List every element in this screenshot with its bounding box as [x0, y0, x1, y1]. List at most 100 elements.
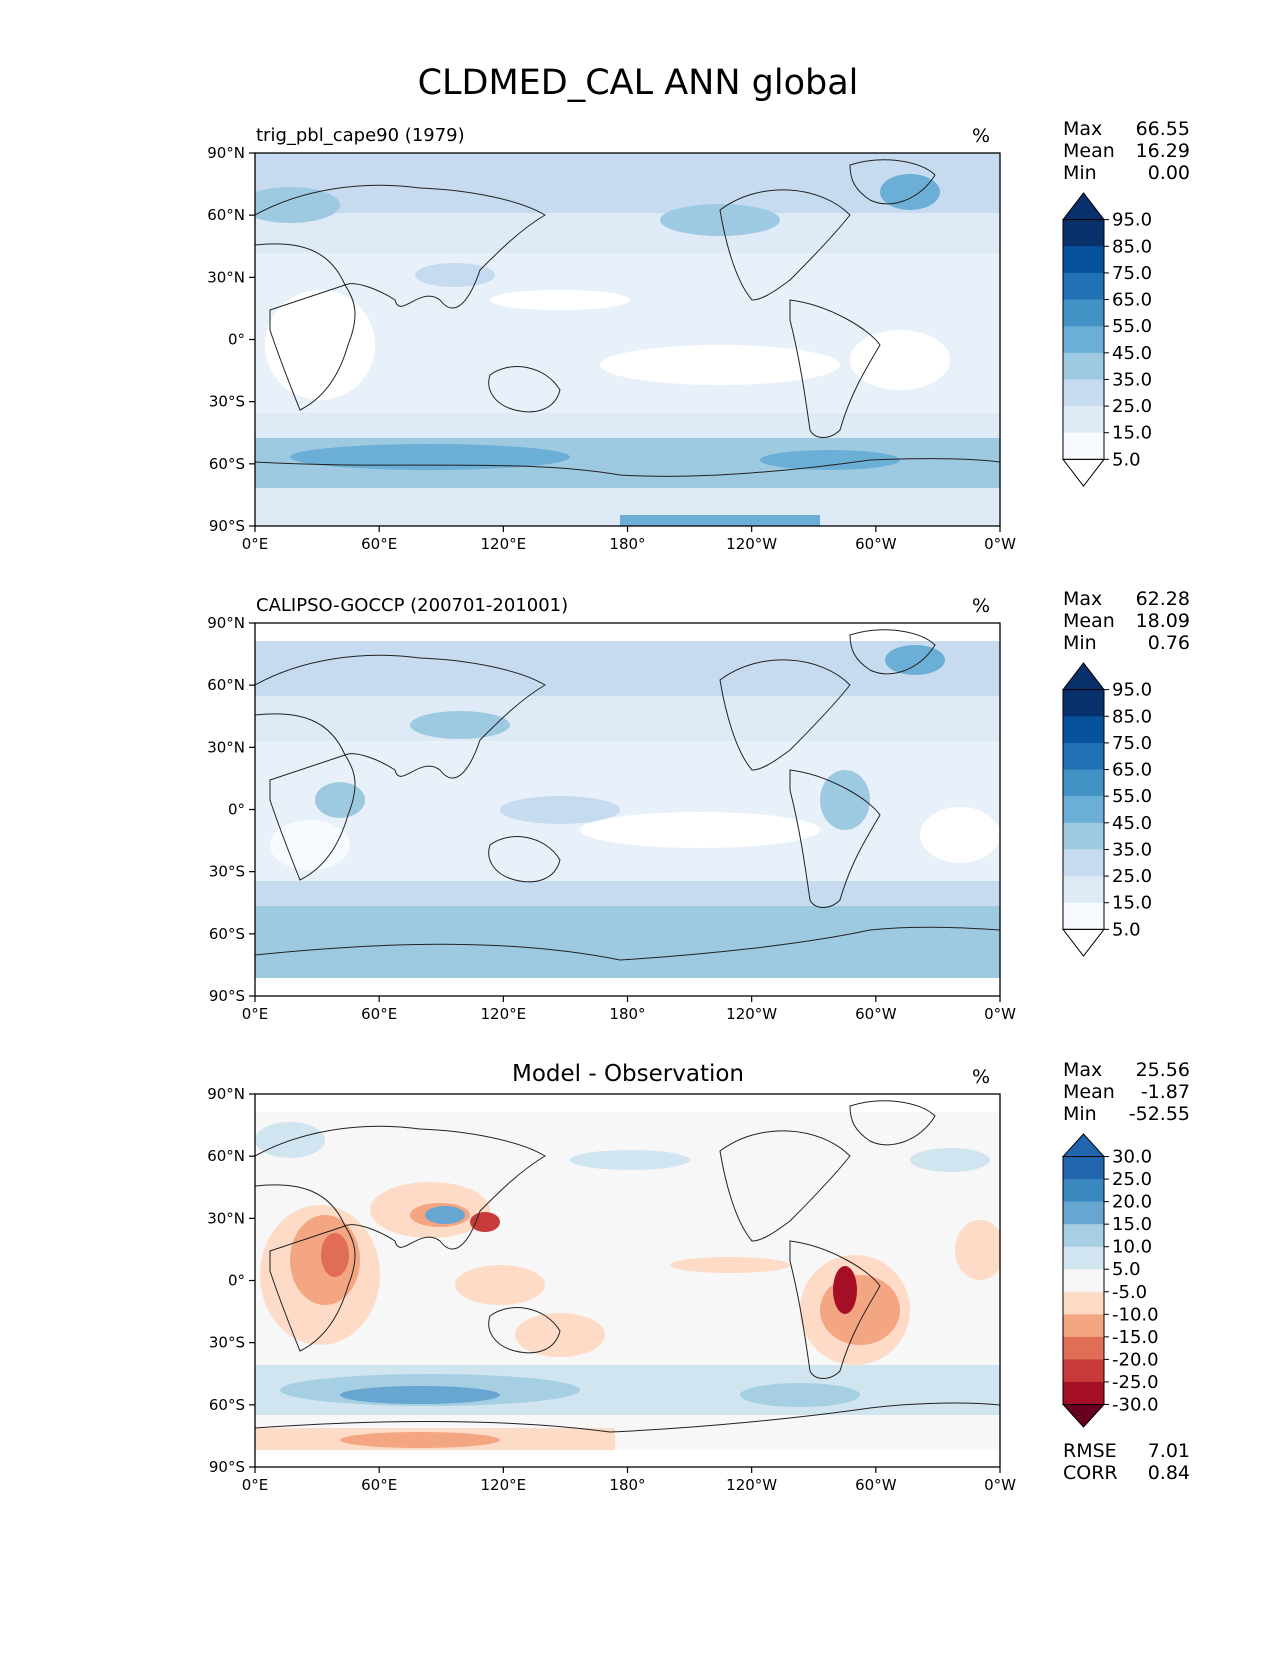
colorbar-band — [1063, 1336, 1104, 1360]
colorbar-outline — [1062, 219, 1105, 460]
x-tick-label: 60°W — [855, 1476, 897, 1494]
colorbar-extend-top — [1061, 1133, 1106, 1158]
x-tick-label: 120°W — [726, 1476, 777, 1494]
y-tick-label: 90°N — [207, 1085, 245, 1103]
y-tick-label: 30°N — [207, 738, 245, 756]
colorbar-band — [1063, 769, 1104, 797]
y-tick-label: 0° — [228, 801, 245, 819]
y-tick-label: 30°N — [207, 268, 245, 286]
colorbar-label: 95.0 — [1112, 680, 1152, 701]
colorbar-label: 25.0 — [1112, 396, 1152, 417]
stat-value: 16.29 — [1136, 140, 1190, 162]
panel-model: trig_pbl_cape90 (1979) % — [207, 118, 1190, 553]
stat-label: CORR — [1063, 1462, 1118, 1484]
colorbar: 95.0 85.0 75.0 65.0 55.0 45.0 35.0 25.0 15.0 5.0 — [1061, 662, 1152, 957]
y-tick-label: 90°S — [209, 1458, 245, 1476]
colorbar-label: 85.0 — [1112, 706, 1152, 727]
stat-value: -1.87 — [1141, 1081, 1190, 1103]
stats-block: Max 66.55 Mean 16.29 Min 0.00 — [1063, 118, 1190, 184]
panel-diff: Model - Observation % — [207, 1059, 1190, 1494]
stat-value: 18.09 — [1136, 610, 1190, 632]
colorbar-label: 25.0 — [1112, 866, 1152, 887]
stat-label: RMSE — [1063, 1440, 1117, 1462]
coastlines — [255, 1100, 1000, 1433]
x-tick-label: 60°W — [855, 535, 897, 553]
y-tick-label: 60°N — [207, 206, 245, 224]
colorbar-band — [1063, 822, 1104, 850]
colorbar-label: 5.0 — [1112, 449, 1141, 470]
stat-value: 62.28 — [1136, 588, 1190, 610]
coastlines — [255, 629, 1000, 961]
colorbar-band — [1063, 1269, 1104, 1293]
stat-value: 66.55 — [1136, 118, 1190, 140]
stat-label: Mean — [1063, 140, 1115, 162]
colorbar-label: 15.0 — [1112, 893, 1152, 914]
colorbar-label: -10.0 — [1112, 1304, 1159, 1325]
x-axis: 0°E 60°E 120°E 180° 120°W 60°W 0°W — [242, 526, 1016, 553]
stat-value: 7.01 — [1148, 1440, 1190, 1462]
rmse-corr-block: RMSE 7.01 CORR 0.84 — [1063, 1440, 1190, 1484]
stat-value: 0.76 — [1148, 632, 1190, 654]
colorbar-band — [1063, 1381, 1104, 1405]
colorbar-extend-bottom — [1061, 458, 1106, 487]
y-tick-label: 60°S — [209, 925, 245, 943]
x-tick-label: 180° — [609, 535, 645, 553]
y-axis: 90°N 60°N 30°N 0° 30°S 60°S 90°S — [207, 144, 255, 535]
units-label: % — [972, 125, 990, 147]
x-tick-label: 0°E — [242, 1005, 269, 1023]
y-tick-label: 30°N — [207, 1209, 245, 1227]
colorbar-band — [1063, 1179, 1104, 1203]
x-axis: 0°E 60°E 120°E 180° 120°W 60°W 0°W — [242, 996, 1016, 1023]
y-tick-label: 90°N — [207, 144, 245, 162]
colorbar-band — [1063, 272, 1104, 301]
colorbar-band — [1063, 1201, 1104, 1225]
colorbar-label: 95.0 — [1112, 210, 1152, 231]
stat-value: 0.84 — [1148, 1462, 1190, 1484]
colorbar-label: 25.0 — [1112, 1169, 1152, 1190]
colorbar-band — [1063, 246, 1104, 274]
colorbar-band — [1063, 432, 1104, 460]
colorbar-extend-bottom — [1061, 928, 1106, 957]
y-tick-label: 90°S — [209, 987, 245, 1005]
panel-title: Model - Observation — [512, 1061, 744, 1087]
y-tick-label: 90°S — [209, 517, 245, 535]
colorbar-band — [1063, 299, 1104, 327]
stat-value: -52.55 — [1129, 1103, 1190, 1125]
figure-title: CLDMED_CAL ANN global — [418, 63, 859, 103]
colorbar-label: 15.0 — [1112, 1214, 1152, 1235]
colorbar-label: -15.0 — [1112, 1327, 1159, 1348]
colorbar-label: 65.0 — [1112, 760, 1152, 781]
colorbar-label: 55.0 — [1112, 786, 1152, 807]
y-axis: 90°N 60°N 30°N 0° 30°S 60°S 90°S — [207, 1085, 255, 1476]
colorbar-band — [1063, 352, 1104, 380]
colorbar-label: 10.0 — [1112, 1237, 1152, 1258]
colorbar-label: 55.0 — [1112, 316, 1152, 337]
x-tick-label: 0°W — [984, 535, 1016, 553]
colorbar-label: -5.0 — [1112, 1282, 1147, 1303]
colorbar-extend-bottom — [1061, 1403, 1106, 1428]
stat-value: 0.00 — [1148, 162, 1190, 184]
panel-title: trig_pbl_cape90 (1979) — [256, 125, 465, 146]
colorbar-band — [1063, 849, 1104, 877]
x-tick-label: 60°E — [361, 1476, 397, 1494]
map-field-diff — [255, 1094, 1000, 1467]
x-tick-label: 0°E — [242, 1476, 269, 1494]
x-tick-label: 120°E — [481, 1476, 527, 1494]
colorbar-label: 5.0 — [1112, 919, 1141, 940]
y-tick-label: 60°N — [207, 1147, 245, 1165]
colorbar-label: 20.0 — [1112, 1192, 1152, 1213]
colorbar-band — [1063, 1359, 1104, 1383]
colorbar: 30.025.020.015.010.05.0-5.0-10.0-15.0-20… — [1061, 1133, 1159, 1428]
colorbar-extend-top — [1061, 662, 1106, 691]
x-axis: 0°E 60°E 120°E 180° 120°W 60°W 0°W — [242, 1467, 1016, 1494]
colorbar-label: 65.0 — [1112, 290, 1152, 311]
y-tick-label: 60°N — [207, 676, 245, 694]
stat-label: Max — [1063, 588, 1102, 610]
colorbar-band — [1063, 796, 1104, 824]
x-tick-label: 0°W — [984, 1476, 1016, 1494]
colorbar-band — [1063, 876, 1104, 904]
colorbar-extend-top — [1061, 192, 1106, 221]
colorbar-label: 35.0 — [1112, 839, 1152, 860]
stat-label: Max — [1063, 118, 1102, 140]
